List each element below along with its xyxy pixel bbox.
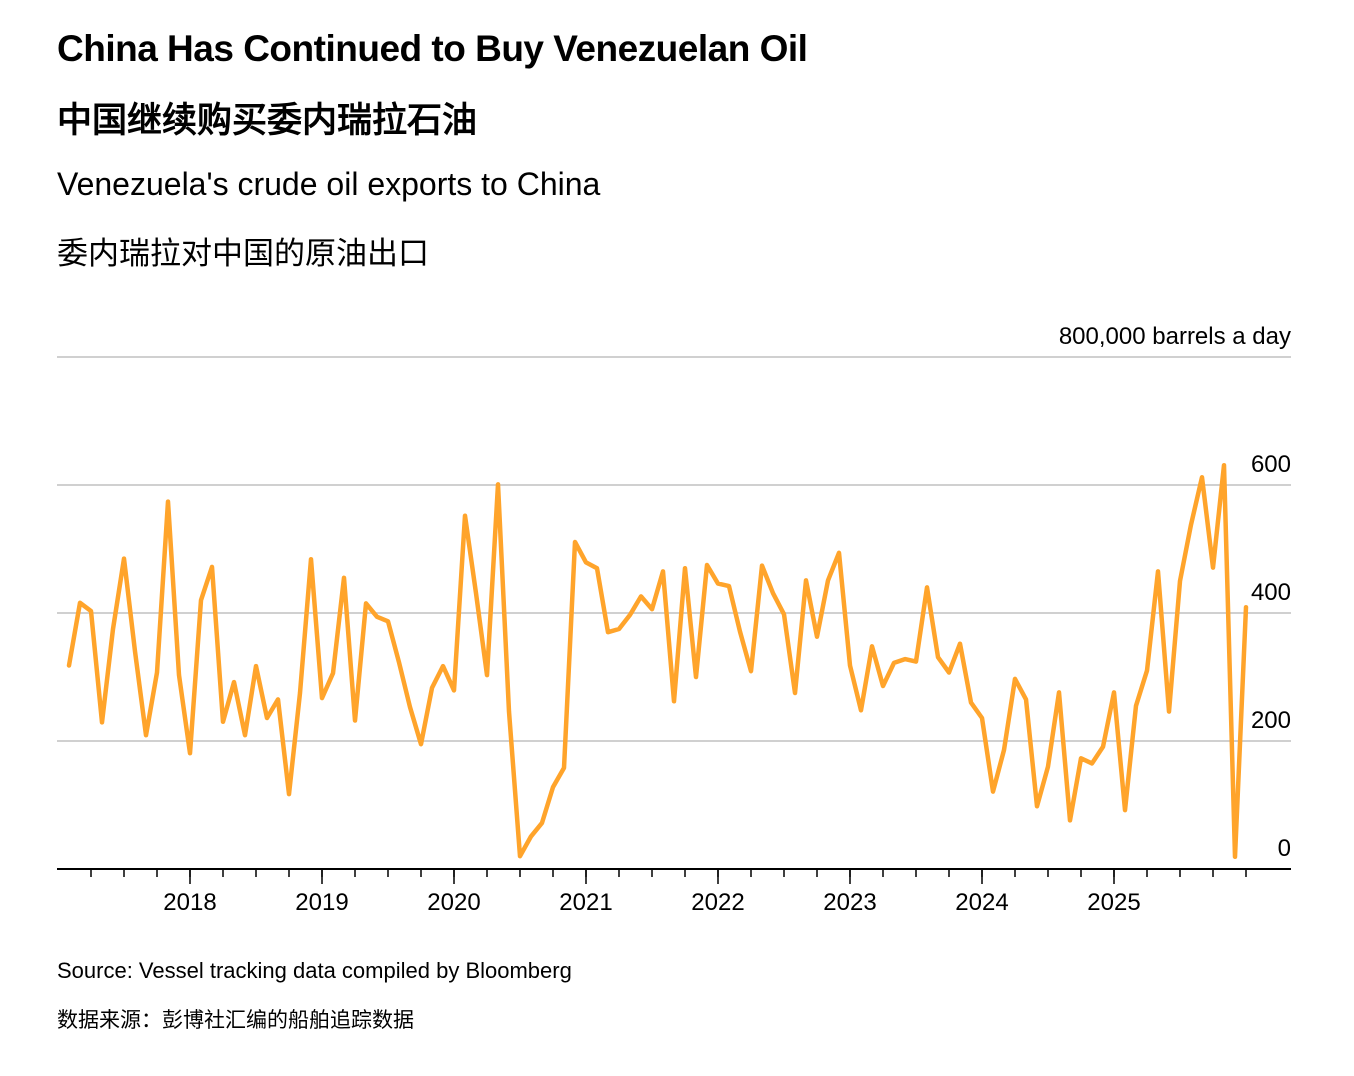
chart-subtitle: Venezuela's crude oil exports to China [57,166,601,202]
x-tick-label: 2023 [823,889,876,916]
tick-labels: 800,000 barrels a day 600 400 200 0 2018 2019 2… [163,323,1291,916]
series-line-exports-to-china [66,462,1249,860]
chart-subtitle-chinese: 委内瑞拉对中国的原油出口 [57,236,429,271]
x-tick-label: 2024 [955,889,1008,916]
y-tick-label: 200 [1251,707,1291,734]
chart-title: China Has Continued to Buy Venezuelan Oi… [57,28,808,69]
x-tick-label: 2021 [559,889,612,916]
source-note-chinese: 数据来源：彭博社汇编的船舶追踪数据 [57,1009,414,1032]
x-axis [57,868,1291,884]
series-layer [66,462,1249,860]
x-tick-label: 2025 [1087,889,1140,916]
source-note: Source: Vessel tracking data compiled by… [57,958,572,983]
x-tick-label: 2022 [691,889,744,916]
chart-title-chinese: 中国继续购买委内瑞拉石油 [57,101,478,140]
y-tick-label: 600 [1251,451,1291,478]
x-tick-label: 2018 [163,889,216,916]
y-axis-unit-label: 800,000 barrels a day [1059,323,1291,350]
x-tick-label: 2019 [295,889,348,916]
x-tick-label: 2020 [427,889,480,916]
gridlines [57,356,1291,742]
y-tick-label: 400 [1251,579,1291,606]
y-tick-label: 0 [1278,835,1291,862]
